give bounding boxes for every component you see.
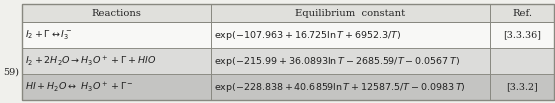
Text: $\mathrm{exp}(-215.99+36.0893\mathrm{ln}\,T-2685.59/T-0.0567\,T)$: $\mathrm{exp}(-215.99+36.0893\mathrm{ln}… (214, 54, 460, 67)
Text: Reactions: Reactions (92, 9, 142, 18)
Text: $HI+H_2O\leftrightarrow\ H_3O^++\Gamma^-$: $HI+H_2O\leftrightarrow\ H_3O^++\Gamma^-… (25, 80, 134, 94)
Bar (22, 48, 554, 74)
Text: [3.3.36]: [3.3.36] (503, 30, 541, 39)
Text: 59): 59) (3, 67, 19, 77)
Bar (22, 22, 554, 48)
Text: Ref.: Ref. (512, 9, 532, 18)
Text: $I_2+2H_2O{\rightarrow}H_3O^++\Gamma+HIO$: $I_2+2H_2O{\rightarrow}H_3O^++\Gamma+HIO… (25, 54, 157, 68)
Bar (22, 4, 554, 22)
Text: [3.3.2]: [3.3.2] (506, 83, 538, 91)
Text: $\mathrm{exp}(-107.963+16.725\mathrm{ln}\,T+6952.3/T)$: $\mathrm{exp}(-107.963+16.725\mathrm{ln}… (214, 29, 401, 42)
Text: Equilibrium  constant: Equilibrium constant (295, 9, 406, 18)
Text: $\mathrm{exp}(-228.838+40.6859\mathrm{ln}\,T+12587.5/T-0.0983\,T)$: $\mathrm{exp}(-228.838+40.6859\mathrm{ln… (214, 81, 466, 94)
Text: $I_2+\Gamma\leftrightarrow I_3^-$: $I_2+\Gamma\leftrightarrow I_3^-$ (25, 28, 73, 42)
Bar (22, 74, 554, 100)
